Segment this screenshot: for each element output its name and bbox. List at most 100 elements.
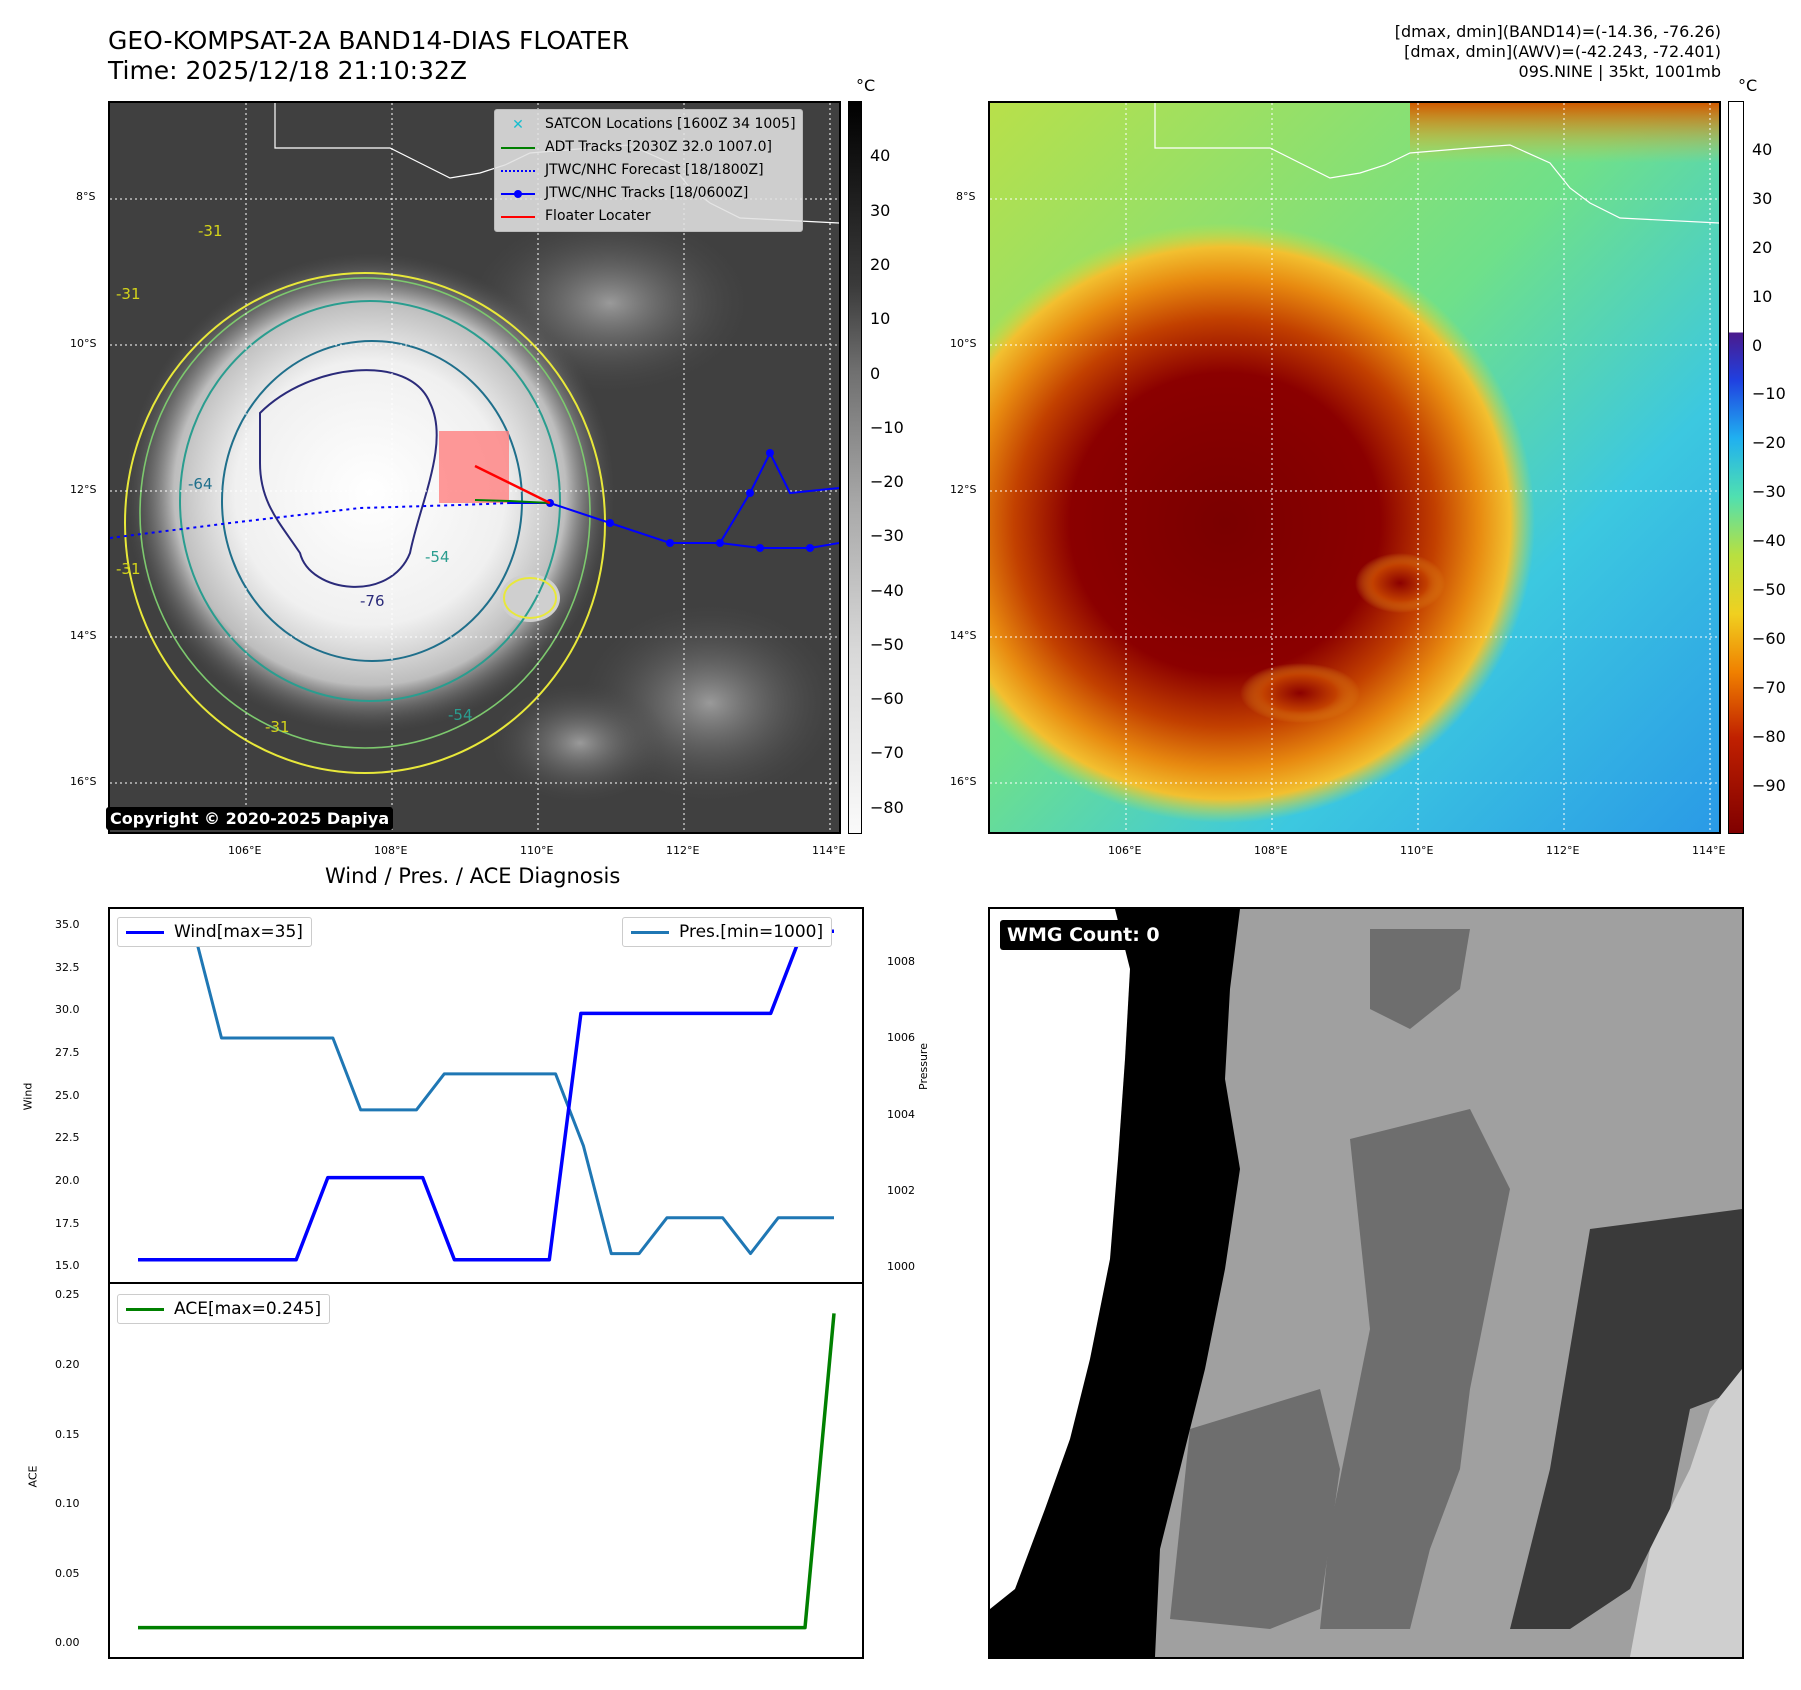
- colorbar-tick: −50: [1752, 580, 1786, 599]
- storm-core: [125, 253, 615, 733]
- wind-tick: 22.5: [55, 1131, 80, 1144]
- dotted-line-icon: [501, 165, 535, 177]
- lat-label: 12°S: [950, 483, 977, 496]
- lat-label: 8°S: [76, 190, 96, 203]
- colorbar-tick: −80: [870, 798, 904, 817]
- lon-label: 108°E: [374, 844, 408, 857]
- cloud-texture-3: [490, 683, 670, 803]
- ace-axis-label: ACE: [26, 1465, 40, 1488]
- small-cell: [500, 574, 560, 622]
- ace-panel: [108, 1282, 864, 1659]
- wmg-white-region: [990, 909, 1130, 1609]
- legend-forecast-label: JTWC/NHC Forecast [18/1800Z]: [545, 162, 764, 178]
- pressure-tick: 1004: [887, 1108, 915, 1121]
- wind-tick: 15.0: [55, 1259, 80, 1272]
- figure-info: [dmax, dmin](BAND14)=(-14.36, -76.26) [d…: [1395, 22, 1721, 82]
- lon-label: 108°E: [1254, 844, 1288, 857]
- ace-legend: ACE[max=0.245]: [117, 1294, 331, 1324]
- legend-floater-label: Floater Locater: [545, 208, 651, 224]
- pressure-line-icon: [631, 930, 669, 934]
- awv-cell-2: [1240, 663, 1360, 723]
- wind-legend: Wind[max=35]: [117, 917, 312, 947]
- colorbar-tick: 30: [1752, 189, 1773, 208]
- colorbar-tick: −30: [1752, 482, 1786, 501]
- diagnosis-title: Wind / Pres. / ACE Diagnosis: [325, 864, 621, 888]
- wind-tick: 27.5: [55, 1046, 80, 1059]
- x-marker-icon: ✕: [512, 116, 524, 133]
- pressure-legend: Pres.[min=1000]: [622, 917, 833, 947]
- awv-map-panel: [988, 101, 1721, 834]
- lat-label: 16°S: [70, 775, 97, 788]
- contour-minus40: [139, 277, 591, 749]
- pressure-tick: 1008: [887, 955, 915, 968]
- colorbar-tick: −70: [1752, 678, 1786, 697]
- ace-tick: 0.25: [55, 1288, 80, 1301]
- ace-tick: 0.05: [55, 1567, 80, 1580]
- legend-forecast: JTWC/NHC Forecast [18/1800Z]: [501, 159, 796, 182]
- info-line-2: [dmax, dmin](AWV)=(-42.243, -72.401): [1404, 42, 1721, 61]
- ir-map-panel: [108, 101, 841, 834]
- colorbar-tick: −40: [870, 581, 904, 600]
- colorbar-tick: −40: [1752, 531, 1786, 550]
- lat-label: 10°S: [950, 337, 977, 350]
- lon-label: 106°E: [1108, 844, 1142, 857]
- lon-label: 110°E: [520, 844, 554, 857]
- pressure-series-line: [138, 928, 834, 1256]
- contour-label: -76: [360, 592, 385, 610]
- ace-line-icon: [126, 1307, 164, 1311]
- map-legend: ✕ SATCON Locations [1600Z 34 1005] ADT T…: [494, 109, 803, 232]
- awv-map-image: [990, 103, 1719, 832]
- awv-gridlines: [990, 103, 1719, 832]
- awv-coastline: [1154, 103, 1719, 224]
- ace-tick: 0.10: [55, 1497, 80, 1510]
- legend-satcon: ✕ SATCON Locations [1600Z 34 1005]: [501, 113, 796, 136]
- wmg-dark-gray: [1510, 1209, 1742, 1629]
- legend-adt: ADT Tracks [2030Z 32.0 1007.0]: [501, 136, 796, 159]
- lat-label: 14°S: [70, 629, 97, 642]
- wind-axis-label: Wind: [21, 1082, 35, 1111]
- line-dot-icon: [501, 188, 535, 200]
- lon-label: 112°E: [1546, 844, 1580, 857]
- contour-minus76: [259, 369, 438, 588]
- legend-satcon-label: SATCON Locations [1600Z 34 1005]: [545, 116, 796, 132]
- wind-pressure-panel: [108, 907, 864, 1284]
- wmg-light-gray: [1630, 1369, 1742, 1657]
- contour-small-cell: [503, 577, 557, 619]
- line-swatch-icon: [501, 142, 535, 154]
- wmg-mid-gray-2: [1370, 929, 1470, 1029]
- contour-label: -31: [116, 560, 141, 578]
- colorbar-tick: −20: [870, 472, 904, 491]
- adt-track: [474, 499, 551, 504]
- ace-tick: 0.00: [55, 1636, 80, 1649]
- legend-tracks-label: JTWC/NHC Tracks [18/0600Z]: [545, 185, 749, 201]
- pressure-tick: 1000: [887, 1260, 915, 1273]
- awv-cell-1: [1355, 553, 1445, 613]
- colorbar-tick: 40: [1752, 140, 1773, 159]
- ace-series-line: [138, 1313, 836, 1630]
- best-track-points: [546, 449, 814, 552]
- colorbar-tick: −90: [1752, 776, 1786, 795]
- pressure-legend-label: Pres.[min=1000]: [679, 922, 824, 942]
- contour-label: -54: [448, 706, 473, 724]
- wmg-mid-gray-3: [1170, 1389, 1340, 1629]
- wind-legend-label: Wind[max=35]: [174, 922, 303, 942]
- colorbar-tick: −30: [870, 526, 904, 545]
- lon-label: 114°E: [1692, 844, 1726, 857]
- info-line-1: [dmax, dmin](BAND14)=(-14.36, -76.26): [1394, 22, 1721, 41]
- lat-label: 8°S: [956, 190, 976, 203]
- contour-label: -54: [425, 548, 450, 566]
- colorbar-tick: 0: [1752, 336, 1763, 355]
- lat-label: 12°S: [70, 483, 97, 496]
- pressure-tick: 1006: [887, 1031, 915, 1044]
- floater-locator-line: [474, 464, 551, 505]
- colorbar-tick: −60: [1752, 629, 1786, 648]
- colorbar-unit: °C: [856, 76, 876, 95]
- wind-tick: 30.0: [55, 1003, 80, 1016]
- copyright-badge: Copyright © 2020-2025 Dapiya: [106, 807, 394, 830]
- contour-minus54: [179, 300, 561, 702]
- wmg-mid-gray-1: [1320, 1109, 1510, 1629]
- colorbar-tick: −60: [870, 689, 904, 708]
- legend-tracks: JTWC/NHC Tracks [18/0600Z]: [501, 182, 796, 205]
- colorbar-tick: −10: [870, 418, 904, 437]
- lon-label: 110°E: [1400, 844, 1434, 857]
